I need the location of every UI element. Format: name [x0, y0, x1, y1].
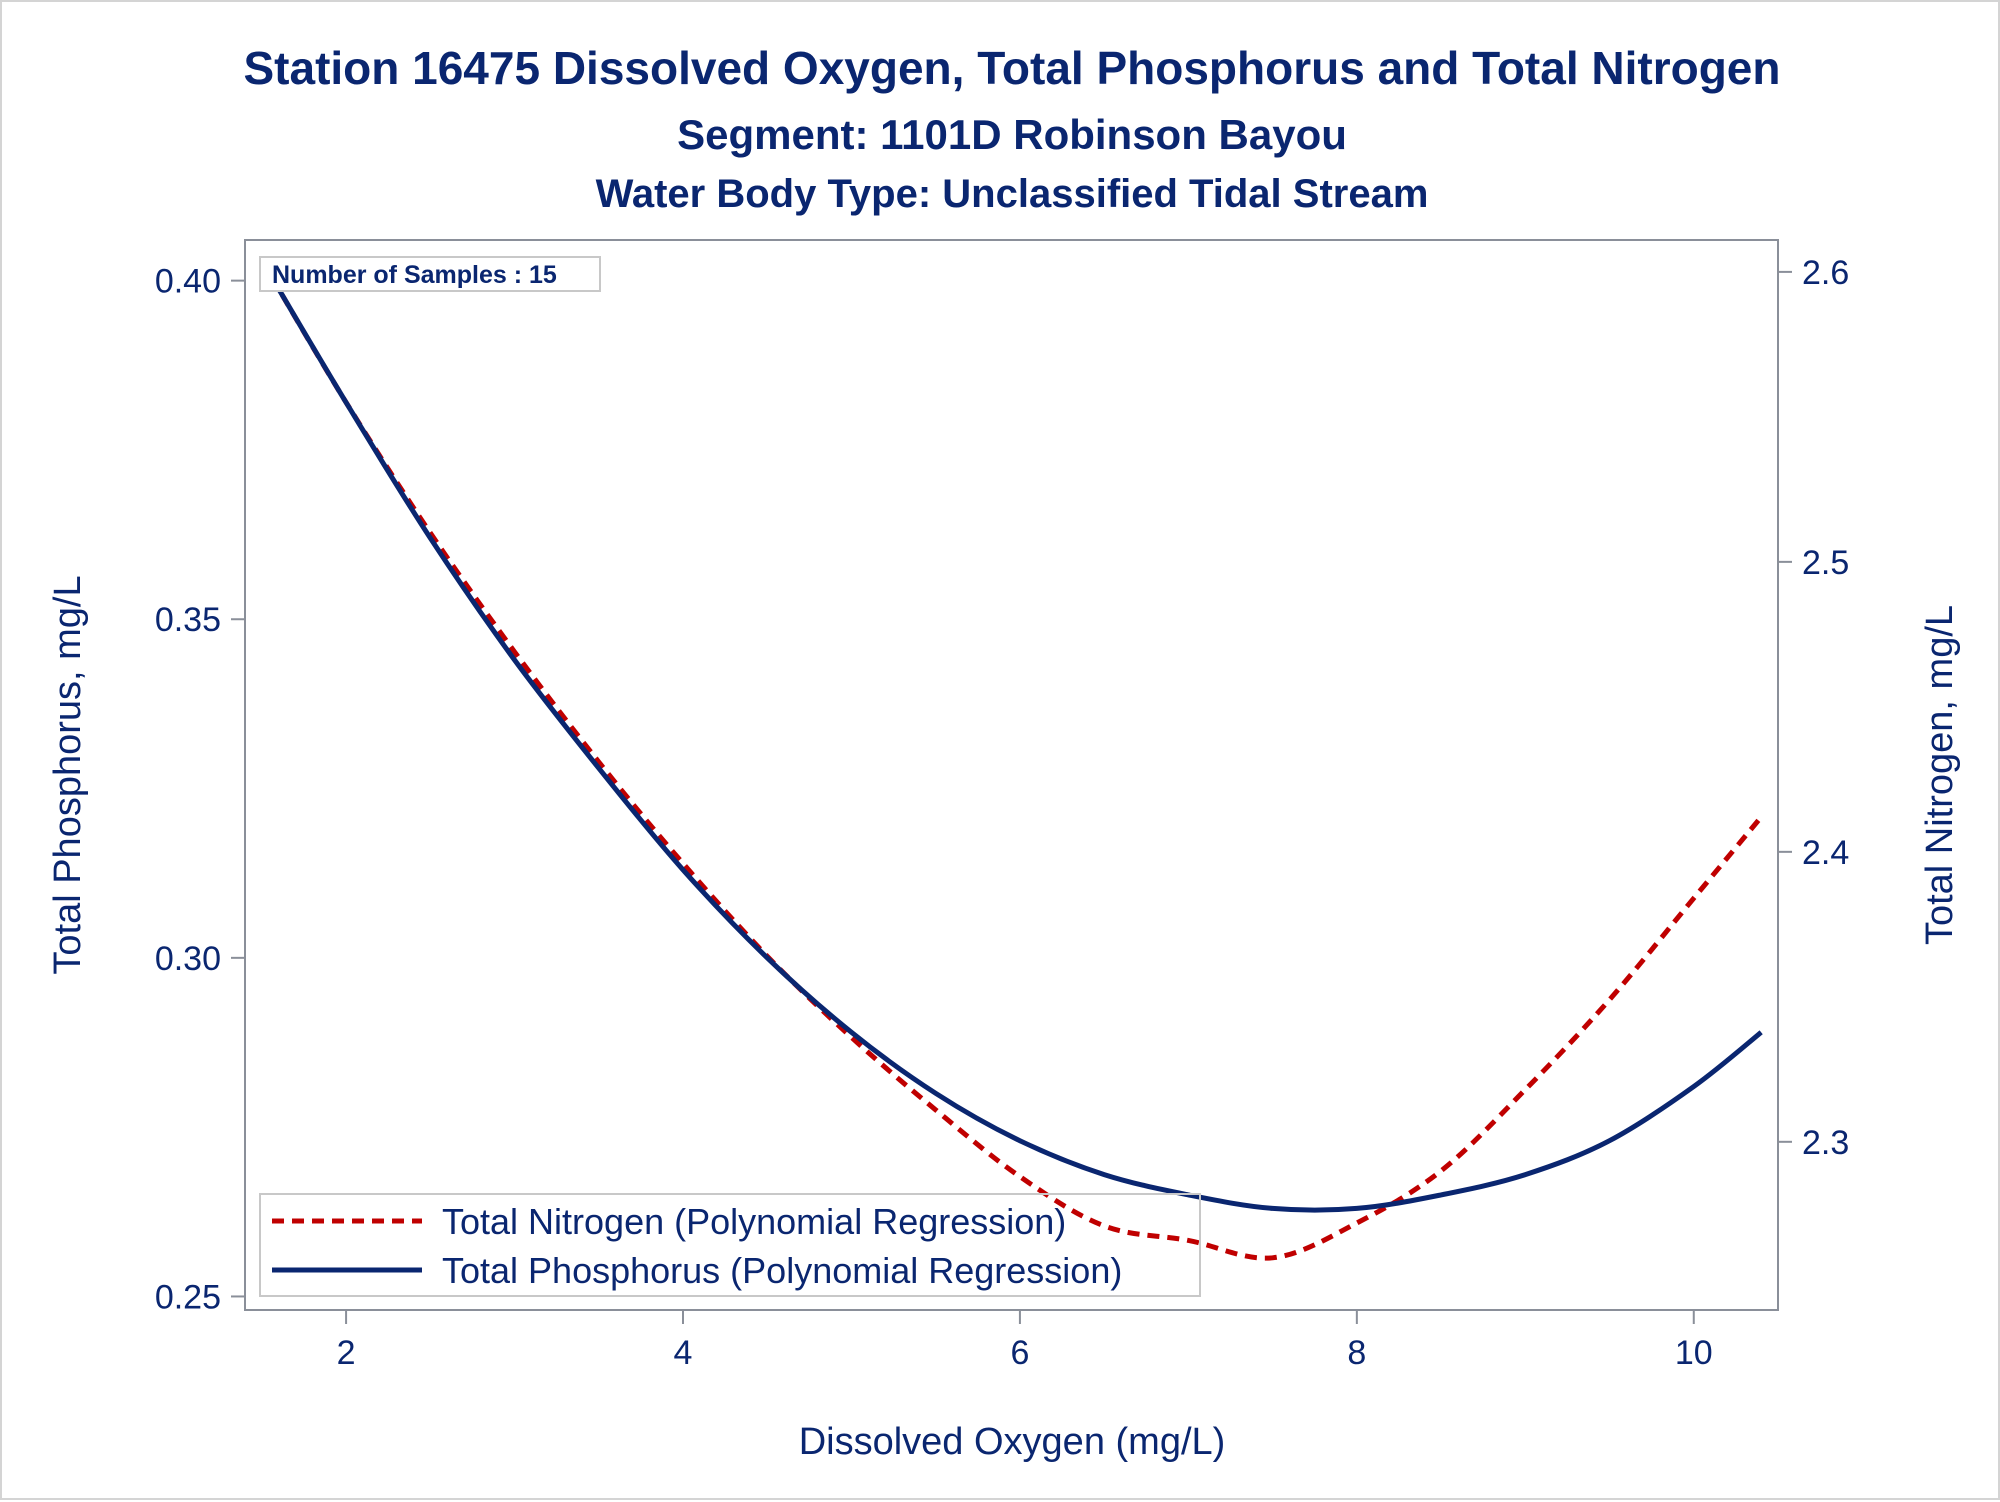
legend-label-nitrogen: Total Nitrogen (Polynomial Regression) — [442, 1201, 1066, 1242]
y2-tick-label-0: 2.3 — [1802, 1124, 1849, 1162]
y2-tick-label-3: 2.6 — [1802, 254, 1849, 292]
series-line-nitrogen — [259, 259, 1764, 1261]
legend-label-phosphorus: Total Phosphorus (Polynomial Regression) — [442, 1250, 1122, 1291]
sample-count-text: Number of Samples : 15 — [272, 261, 557, 289]
y2-tick-label-2: 2.5 — [1802, 544, 1849, 582]
y-tick-label-0: 0.25 — [155, 1278, 221, 1316]
chart-subtitle-2: Water Body Type: Unclassified Tidal Stre… — [596, 172, 1429, 216]
legend-box — [259, 1193, 1201, 1297]
plot-area — [244, 239, 1779, 1311]
x-tick-label-0: 2 — [337, 1334, 356, 1372]
y-tick-label-1: 0.30 — [155, 940, 221, 978]
y-axis-label: Total Phosphorus, mg/L — [47, 575, 89, 974]
series-line-phosphorus — [259, 259, 1763, 1213]
y-tick-label-2: 0.35 — [155, 601, 221, 639]
legend: Total Nitrogen (Polynomial Regression) T… — [259, 1193, 1201, 1297]
y-axis-left: 0.25 0.30 0.35 0.40 — [155, 263, 245, 1316]
x-tick-label-1: 4 — [674, 1334, 693, 1372]
series-layer — [259, 259, 1764, 1261]
sample-count-annotation: Number of Samples : 15 — [259, 256, 601, 292]
x-axis-label: Dissolved Oxygen (mg/L) — [799, 1421, 1226, 1463]
x-tick-label-3: 8 — [1347, 1334, 1366, 1372]
y2-axis-label: Total Nitrogen, mg/L — [1919, 605, 1961, 945]
chart-title: Station 16475 Dissolved Oxygen, Total Ph… — [243, 42, 1780, 94]
x-tick-label-4: 10 — [1675, 1334, 1713, 1372]
y-tick-label-3: 0.40 — [155, 263, 221, 301]
y-axis-right: 2.3 2.4 2.5 2.6 — [1778, 254, 1849, 1162]
y2-tick-label-1: 2.4 — [1802, 834, 1849, 872]
chart-subtitle: Segment: 1101D Robinson Bayou — [677, 111, 1347, 158]
x-axis: 2 4 6 8 10 — [337, 1310, 1713, 1372]
x-tick-label-2: 6 — [1010, 1334, 1029, 1372]
